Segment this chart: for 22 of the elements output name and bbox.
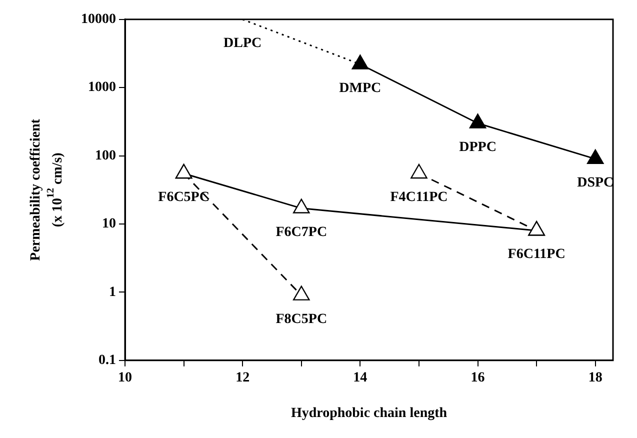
annotation: DMPC bbox=[339, 80, 382, 96]
annotation: F8C5PC bbox=[276, 312, 328, 327]
x-tick-label: 12 bbox=[236, 370, 250, 386]
annotation: DSPC bbox=[577, 176, 614, 191]
x-axis-title: Hydrophobic chain length bbox=[290, 406, 448, 422]
y-tick-label: 1000 bbox=[88, 80, 116, 96]
point bbox=[292, 198, 310, 214]
x-tick-label: 18 bbox=[588, 370, 602, 386]
annotation: F4C11PC bbox=[390, 190, 448, 206]
annotation: DPPC bbox=[459, 140, 496, 155]
x-tick-label: 14 bbox=[353, 370, 368, 386]
y-tick-label: 100 bbox=[95, 148, 116, 164]
y-tick-label: 0.1 bbox=[98, 353, 116, 368]
annotation: F6C5PC bbox=[158, 190, 210, 206]
x-tick-label: 16 bbox=[470, 370, 485, 386]
annotation: F6C11PC bbox=[508, 247, 566, 262]
y-tick-label: 10000 bbox=[81, 12, 116, 28]
annotation: DLPC bbox=[224, 36, 262, 52]
annotation: F6C7PC bbox=[276, 224, 328, 240]
y-tick-label: 10 bbox=[102, 216, 116, 232]
x-tick-label: 10 bbox=[118, 370, 132, 386]
y-tick-label: 1 bbox=[109, 284, 116, 300]
